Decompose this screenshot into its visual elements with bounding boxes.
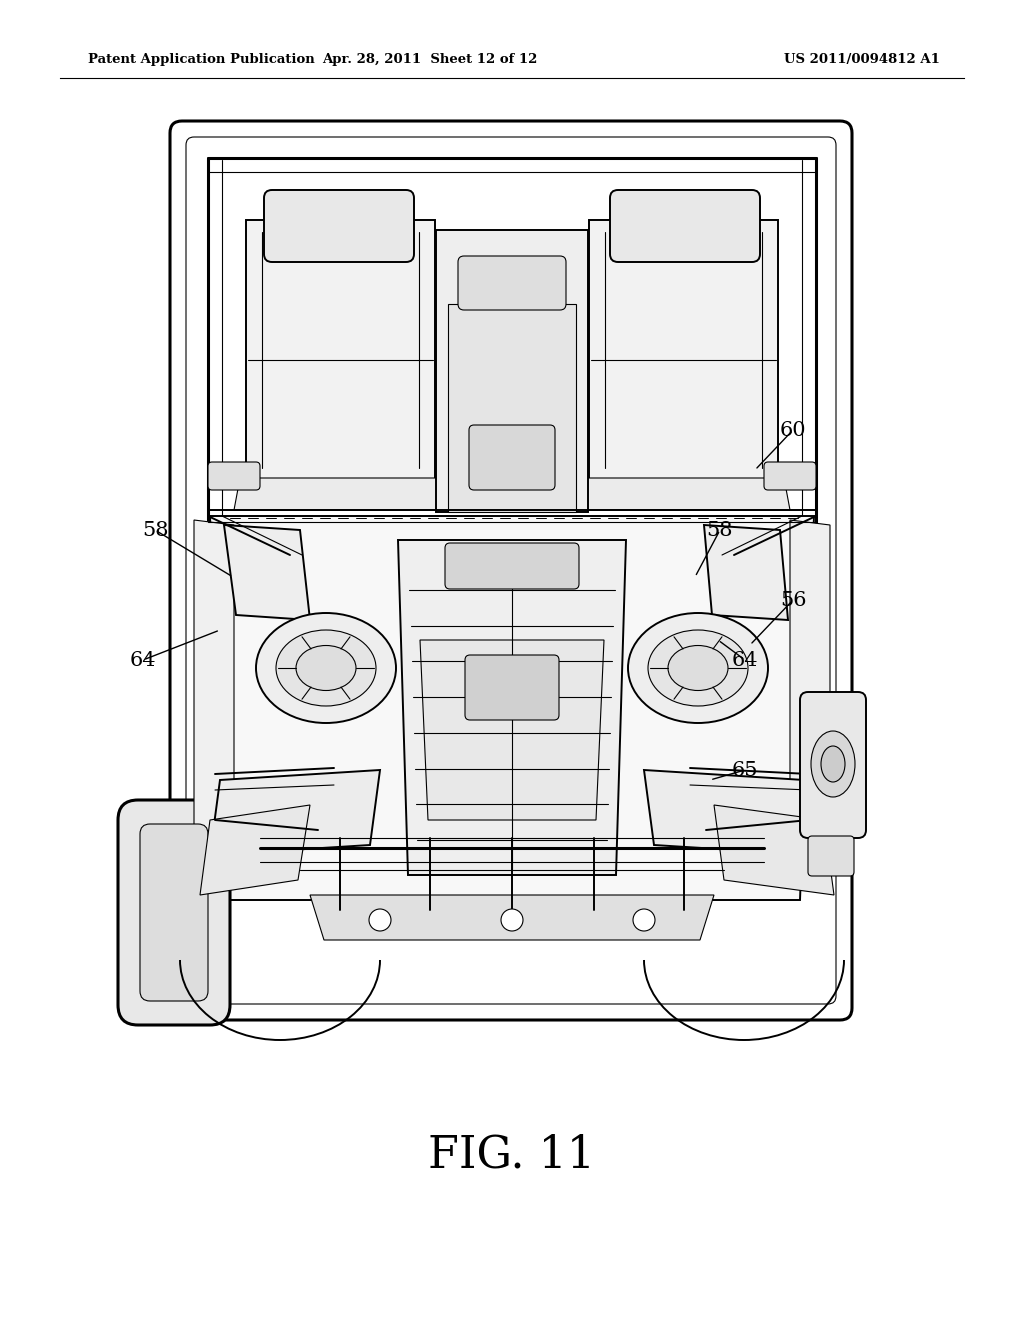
Polygon shape [436,230,588,512]
FancyBboxPatch shape [118,800,230,1026]
FancyBboxPatch shape [800,692,866,838]
Text: Patent Application Publication: Patent Application Publication [88,54,314,66]
Polygon shape [200,805,310,895]
FancyBboxPatch shape [764,462,816,490]
Polygon shape [714,805,834,895]
Ellipse shape [633,909,655,931]
FancyBboxPatch shape [465,655,559,719]
Polygon shape [790,520,830,880]
FancyBboxPatch shape [610,190,760,261]
Text: Apr. 28, 2011  Sheet 12 of 12: Apr. 28, 2011 Sheet 12 of 12 [323,54,538,66]
FancyBboxPatch shape [808,836,854,876]
Ellipse shape [256,612,396,723]
Text: US 2011/0094812 A1: US 2011/0094812 A1 [784,54,940,66]
Polygon shape [246,220,435,480]
Polygon shape [194,520,234,880]
FancyBboxPatch shape [458,256,566,310]
Ellipse shape [296,645,356,690]
FancyBboxPatch shape [264,190,414,261]
Ellipse shape [821,746,845,781]
Polygon shape [589,220,778,480]
FancyBboxPatch shape [170,121,852,1020]
Text: FIG. 11: FIG. 11 [428,1134,596,1176]
Ellipse shape [369,909,391,931]
Polygon shape [705,525,788,620]
Polygon shape [234,478,449,510]
Text: 60: 60 [779,421,806,440]
Polygon shape [577,478,790,510]
Text: 64: 64 [732,651,758,669]
FancyBboxPatch shape [469,425,555,490]
Polygon shape [210,516,814,900]
Ellipse shape [628,612,768,723]
Text: 56: 56 [779,590,806,610]
Polygon shape [644,770,814,855]
Polygon shape [420,640,604,820]
Ellipse shape [668,645,728,690]
Text: 64: 64 [130,651,157,669]
Text: 58: 58 [141,520,168,540]
Polygon shape [224,525,310,620]
FancyBboxPatch shape [208,462,260,490]
FancyBboxPatch shape [140,824,208,1001]
FancyBboxPatch shape [445,543,579,589]
Ellipse shape [501,909,523,931]
Polygon shape [210,770,380,855]
Text: 58: 58 [707,520,733,540]
Ellipse shape [276,630,376,706]
Ellipse shape [648,630,748,706]
Polygon shape [449,304,575,512]
Ellipse shape [811,731,855,797]
Polygon shape [398,540,626,875]
Polygon shape [310,895,714,940]
Text: 65: 65 [732,760,758,780]
